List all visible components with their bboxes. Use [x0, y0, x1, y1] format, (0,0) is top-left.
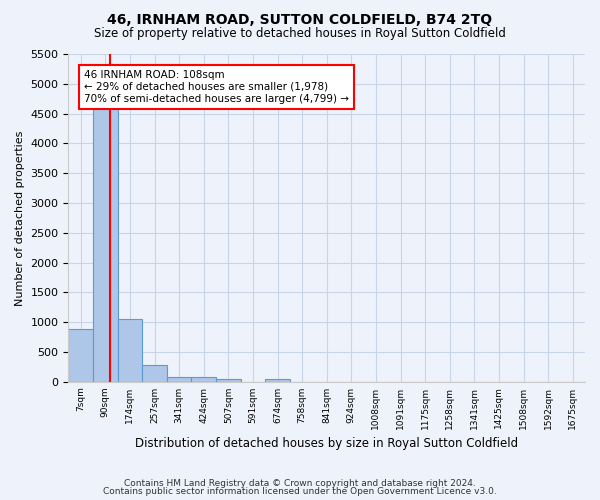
Text: Contains HM Land Registry data © Crown copyright and database right 2024.: Contains HM Land Registry data © Crown c… [124, 478, 476, 488]
Text: 46, IRNHAM ROAD, SUTTON COLDFIELD, B74 2TQ: 46, IRNHAM ROAD, SUTTON COLDFIELD, B74 2… [107, 12, 493, 26]
Bar [142, 365, 167, 382]
Bar [265, 378, 290, 382]
Bar [118, 318, 142, 382]
Text: Size of property relative to detached houses in Royal Sutton Coldfield: Size of property relative to detached ho… [94, 28, 506, 40]
X-axis label: Distribution of detached houses by size in Royal Sutton Coldfield: Distribution of detached houses by size … [135, 437, 518, 450]
Text: Contains public sector information licensed under the Open Government Licence v3: Contains public sector information licen… [103, 487, 497, 496]
Bar [191, 377, 216, 382]
Bar [216, 378, 241, 382]
Bar [93, 109, 118, 382]
Bar [167, 377, 191, 382]
Text: 46 IRNHAM ROAD: 108sqm
← 29% of detached houses are smaller (1,978)
70% of semi-: 46 IRNHAM ROAD: 108sqm ← 29% of detached… [84, 70, 349, 104]
Bar [68, 330, 93, 382]
Y-axis label: Number of detached properties: Number of detached properties [15, 130, 25, 306]
